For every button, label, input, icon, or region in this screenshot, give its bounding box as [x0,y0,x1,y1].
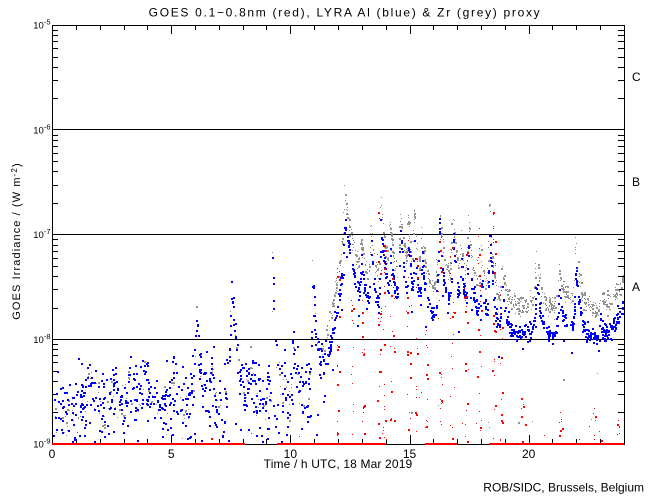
svg-text:ROB/SIDC, Brussels, Belgium: ROB/SIDC, Brussels, Belgium [483,481,644,495]
svg-text:GOES Irradiance / (W m-2): GOES Irradiance / (W m-2) [10,162,23,319]
svg-text:20: 20 [522,447,536,461]
svg-text:5: 5 [168,447,175,461]
svg-text:B: B [632,175,640,189]
svg-text:GOES 0.1−0.8nm (red), LYRA Al: GOES 0.1−0.8nm (red), LYRA Al (blue) & Z… [149,6,542,20]
svg-text:C: C [632,70,641,84]
svg-text:Time / h UTC, 18 Mar 2019: Time / h UTC, 18 Mar 2019 [264,457,413,471]
svg-text:0: 0 [49,447,56,461]
svg-text:15: 15 [403,447,417,461]
svg-text:A: A [632,280,640,294]
svg-text:10: 10 [284,447,298,461]
